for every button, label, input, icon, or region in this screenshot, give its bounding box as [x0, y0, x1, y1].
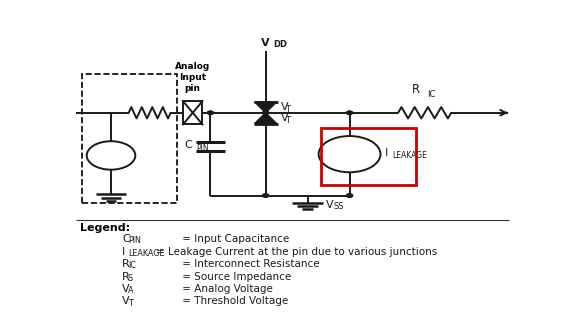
Circle shape — [263, 111, 268, 115]
Circle shape — [347, 194, 353, 197]
Text: S: S — [128, 274, 133, 283]
Text: V: V — [122, 284, 130, 294]
Text: C: C — [184, 140, 192, 150]
Polygon shape — [254, 113, 277, 124]
Text: DD: DD — [274, 40, 288, 49]
Circle shape — [87, 141, 135, 170]
Text: T: T — [285, 106, 290, 115]
Text: PIN: PIN — [196, 144, 209, 154]
Text: V: V — [261, 38, 270, 48]
Text: V: V — [326, 200, 334, 210]
Text: = Leakage Current at the pin due to various junctions: = Leakage Current at the pin due to vari… — [156, 247, 437, 257]
Circle shape — [263, 194, 268, 197]
Text: A: A — [128, 286, 133, 295]
Text: LEAKAGE: LEAKAGE — [128, 249, 164, 258]
Text: = Analog Voltage: = Analog Voltage — [180, 284, 274, 294]
Text: R: R — [122, 259, 130, 269]
Bar — [82, 74, 177, 203]
Bar — [183, 101, 202, 124]
Text: V: V — [101, 149, 109, 159]
Text: R: R — [412, 83, 420, 96]
Text: I: I — [122, 247, 125, 257]
Text: SS: SS — [333, 202, 344, 211]
Text: = Interconnect Resistance: = Interconnect Resistance — [180, 259, 320, 269]
Circle shape — [319, 136, 381, 172]
Text: V: V — [122, 296, 130, 306]
Text: I: I — [385, 148, 388, 158]
Text: A: A — [113, 152, 119, 161]
Circle shape — [347, 111, 353, 115]
Text: T: T — [128, 298, 133, 307]
Text: R: R — [122, 271, 130, 282]
Text: Legend:: Legend: — [80, 223, 130, 233]
Circle shape — [207, 111, 214, 115]
Text: PIN: PIN — [128, 237, 141, 245]
Text: = Input Capacitance: = Input Capacitance — [180, 235, 290, 244]
Bar — [321, 128, 416, 185]
Text: = Source Impedance: = Source Impedance — [180, 271, 292, 282]
Text: V: V — [281, 113, 288, 123]
Text: IC: IC — [427, 89, 435, 98]
Text: LEAKAGE: LEAKAGE — [392, 152, 428, 161]
Text: Analog
Input
pin: Analog Input pin — [175, 62, 210, 93]
Polygon shape — [254, 102, 277, 113]
Text: IC: IC — [128, 261, 136, 270]
Text: T: T — [285, 116, 290, 125]
Text: = Threshold Voltage: = Threshold Voltage — [180, 296, 289, 306]
Text: C: C — [122, 235, 130, 244]
Text: V: V — [281, 102, 288, 112]
